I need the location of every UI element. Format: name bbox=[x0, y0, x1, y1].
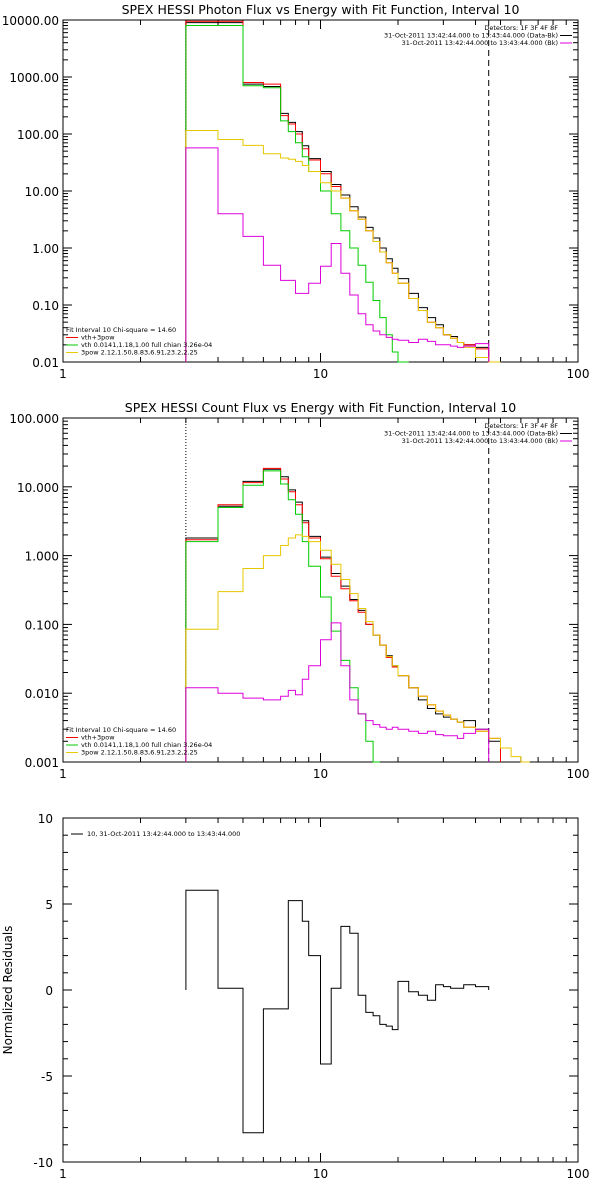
legend-top-text: Detectors: 1F 3F 4F 8F bbox=[484, 422, 558, 430]
x-tick-label: 10 bbox=[313, 1167, 328, 1181]
y-tick-label: 10000.00 bbox=[2, 14, 59, 28]
y-tick-label: -5 bbox=[41, 1070, 53, 1084]
y-tick-label: 100.000 bbox=[9, 412, 59, 426]
legend-bottom-text: vth+3pow bbox=[81, 734, 115, 742]
x-tick-label: 1 bbox=[59, 367, 67, 381]
y-tick-label: 0.010 bbox=[25, 687, 59, 701]
y-tick-label: 10.000 bbox=[17, 481, 59, 495]
y-tick-label: 5 bbox=[45, 898, 53, 912]
x-tick-label: 100 bbox=[567, 767, 590, 781]
x-tick-label: 1 bbox=[59, 1167, 67, 1181]
series-data-bk bbox=[185, 22, 490, 362]
y-tick-label: 100.00 bbox=[17, 128, 59, 142]
legend-bottom-text: vth 0.0141,1.18,1.00 full chian 3.26e-04 bbox=[81, 341, 212, 349]
y-tick-label: 0.100 bbox=[25, 618, 59, 632]
series-data-bk bbox=[185, 468, 501, 762]
y-tick-label: 1.000 bbox=[25, 550, 59, 564]
y-tick-label: 1000.00 bbox=[9, 71, 59, 85]
x-tick-label: 10 bbox=[313, 367, 328, 381]
series-bk bbox=[185, 622, 490, 762]
legend-bottom-text: 3pow 2.12,1.50,8.83,6.91,23.2,2.25 bbox=[81, 349, 198, 357]
series-vth bbox=[185, 25, 409, 363]
y-tick-label: 10.00 bbox=[25, 185, 59, 199]
legend-top-text: Detectors: 1F 3F 4F 8F bbox=[484, 24, 558, 32]
x-tick-label: 100 bbox=[567, 1167, 590, 1181]
legend-top-text: 31-Oct-2011 13:42:44.000 to 13:43:44.000… bbox=[384, 32, 558, 40]
chart-title: SPEX HESSI Count Flux vs Energy with Fit… bbox=[125, 400, 516, 415]
series-10-31-oct-2011-13-42-44-000-to-13-43-44-000 bbox=[185, 889, 490, 1134]
legend-bottom-text: 3pow 2.12,1.50,8.83,6.91,23.2,2.25 bbox=[81, 749, 198, 757]
x-tick-label: 100 bbox=[567, 367, 590, 381]
series-bk bbox=[185, 147, 490, 362]
legend-top-text: 31-Oct-2011 13:42:44.000 to 13:43:44.000… bbox=[384, 430, 558, 438]
panel-1: SPEX HESSI Photon Flux vs Energy with Fi… bbox=[2, 2, 590, 381]
y-tick-label: -10 bbox=[33, 1156, 53, 1170]
series-vth-3pow bbox=[185, 20, 490, 362]
legend-top-text: 10, 31-Oct-2011 13:42:44.000 to 13:43:44… bbox=[87, 830, 240, 838]
legend-bottom-text: Fit Interval 10 Chi-square = 14.60 bbox=[66, 326, 176, 334]
y-tick-label: 10 bbox=[38, 812, 53, 826]
y-tick-label: 0.10 bbox=[32, 299, 59, 313]
series-vth-3pow bbox=[185, 467, 501, 762]
legend-bottom-text: vth 0.0141,1.18,1.00 full chian 3.26e-04 bbox=[81, 741, 212, 749]
chart-title: SPEX HESSI Photon Flux vs Energy with Fi… bbox=[122, 2, 520, 17]
series-3pow bbox=[185, 130, 501, 363]
legend-bottom-text: vth+3pow bbox=[81, 334, 115, 342]
series-3pow bbox=[185, 534, 530, 763]
x-tick-label: 10 bbox=[313, 767, 328, 781]
y-tick-label: 0 bbox=[45, 984, 53, 998]
panel-3: 1 10 100 10 5 0 -5 -10 Normalized Residuals 10, 3… bbox=[1, 812, 589, 1181]
x-tick-label: 1 bbox=[59, 767, 67, 781]
y-tick-label: 0.001 bbox=[25, 756, 59, 770]
y-tick-label: 1.00 bbox=[32, 242, 59, 256]
series-vth bbox=[185, 470, 380, 763]
y-axis-label: Normalized Residuals bbox=[1, 926, 15, 1055]
legend-top-text: 31-Oct-2011 13:42:44.000 to 13:43:44.000… bbox=[402, 39, 558, 47]
legend-bottom-text: Fit Interval 10 Chi-square = 14.60 bbox=[66, 726, 176, 734]
panel-2: SPEX HESSI Count Flux vs Energy with Fit… bbox=[9, 400, 589, 781]
legend-top-text: 31-Oct-2011 13:42:44.000 to 13:43:44.000… bbox=[402, 437, 558, 445]
y-tick-label: 0.01 bbox=[32, 356, 59, 370]
